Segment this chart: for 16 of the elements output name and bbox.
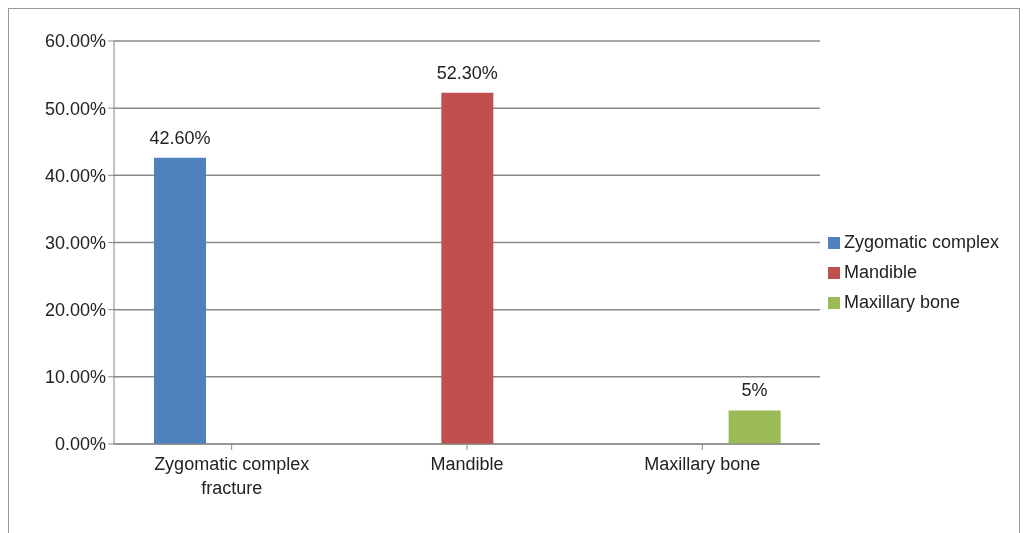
legend-label: Mandible [843, 261, 917, 282]
x-tick-label: Mandible [430, 454, 504, 474]
y-tick-label: 10.00% [44, 367, 106, 388]
data-label: 5% [741, 380, 768, 401]
data-label: 52.30% [436, 62, 498, 83]
data-label: 42.60% [149, 127, 211, 148]
y-tick-label: 60.00% [44, 31, 106, 52]
x-tick-label: Zygomatic complex fracture [154, 454, 310, 498]
y-tick-label: 40.00% [44, 165, 106, 186]
y-tick-label: 30.00% [44, 232, 106, 253]
y-tick-label: 0.00% [54, 434, 106, 455]
y-tick-label: 20.00% [44, 300, 106, 321]
y-tick-label: 50.00% [44, 98, 106, 119]
legend-label: Zygomatic complex [843, 231, 999, 252]
x-tick-label: Maxillary bone [644, 454, 761, 474]
legend-label: Maxillary bone [843, 291, 960, 312]
